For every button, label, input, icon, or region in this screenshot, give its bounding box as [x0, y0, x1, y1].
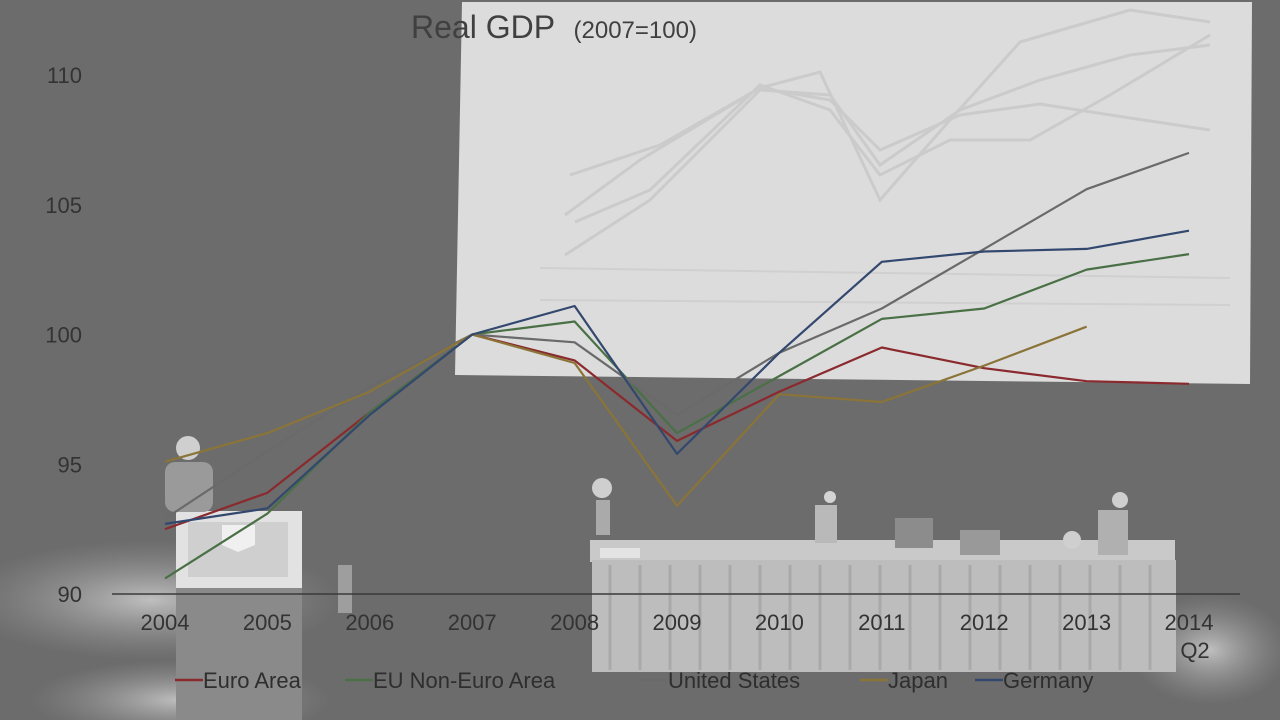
series-line-eu-non-euro-area: [164, 253, 1190, 580]
legend-label-united-states: United States: [668, 668, 800, 693]
x-tick-label: 2004: [141, 610, 190, 635]
legend-label-germany: Germany: [1003, 668, 1093, 693]
x-tick-label: 2006: [345, 610, 394, 635]
series-line-euro-area: [164, 333, 1190, 531]
x-tick-label: 2013: [1062, 610, 1111, 635]
chart-title: Real GDP: [411, 9, 555, 45]
series-lines: [164, 151, 1190, 580]
y-tick-label: 110: [47, 63, 82, 88]
legend-label-euro-area: Euro Area: [203, 668, 302, 693]
x-tick-label: 2008: [550, 610, 599, 635]
y-tick-label: 105: [45, 193, 82, 218]
legend-label-japan: Japan: [888, 668, 948, 693]
x-tick-sublabel: Q2: [1180, 638, 1209, 663]
y-tick-label: 90: [58, 582, 82, 607]
series-line-united-states: [164, 151, 1190, 520]
chart-title-group: Real GDP (2007=100): [411, 9, 697, 45]
x-tick-label: 2011: [858, 610, 905, 635]
x-tick-label: 2007: [448, 610, 497, 635]
x-tick-label: 2005: [243, 610, 292, 635]
x-tick-label: 2010: [755, 610, 804, 635]
y-tick-label: 100: [45, 323, 82, 348]
legend: Euro Area EU Non-Euro Area United States Ja…: [175, 668, 1093, 693]
x-tick-label: 2014: [1165, 610, 1214, 635]
y-axis: 90 95 100 105 110: [45, 63, 82, 607]
x-tick-label: 2012: [960, 610, 1009, 635]
x-tick-label: 2009: [653, 610, 702, 635]
series-line-japan: [164, 325, 1087, 507]
series-line-germany: [164, 229, 1190, 525]
x-axis: 2004 2005 2006 2007 2008 2009 2010 2011 2012 2013…: [141, 610, 1214, 663]
chart-subtitle: (2007=100): [574, 17, 697, 44]
legend-label-eu-non-euro-area: EU Non-Euro Area: [373, 668, 556, 693]
y-tick-label: 95: [58, 452, 82, 477]
